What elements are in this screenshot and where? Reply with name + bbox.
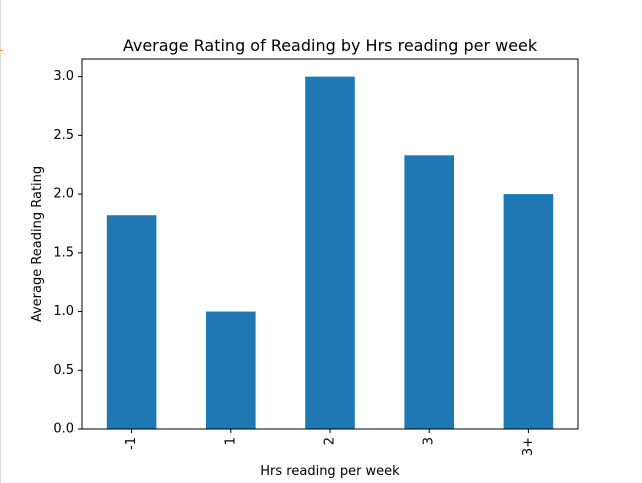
x-tick-label: 1 <box>223 437 238 445</box>
bar-1 <box>206 311 256 429</box>
x-tick-label: 3+ <box>521 437 536 456</box>
bar-3+ <box>503 194 554 429</box>
chart-title: Average Rating of Reading by Hrs reading… <box>123 36 538 55</box>
y-tick-label: 0.0 <box>53 422 74 437</box>
x-tick-label: 2 <box>323 437 338 445</box>
bar-2 <box>305 76 355 429</box>
x-tick-label: -1 <box>124 437 139 450</box>
y-axis-label: Average Reading Rating <box>30 166 45 322</box>
plot-frame <box>81 58 579 430</box>
x-tick-label: 3 <box>422 437 437 445</box>
y-tick-label: 0.5 <box>53 363 74 378</box>
x-axis: -1 1 2 3 3+ <box>124 429 536 456</box>
y-tick-label: 2.5 <box>53 128 74 143</box>
y-axis: 0.0 0.5 1.0 1.5 2.0 2.5 3.0 <box>53 69 82 437</box>
y-tick-label: 1.0 <box>53 304 74 319</box>
y-tick-label: 3.0 <box>53 69 74 84</box>
window-edge-marker <box>0 50 3 51</box>
bar--1 <box>106 215 157 429</box>
x-axis-label: Hrs reading per week <box>260 464 400 479</box>
window-edge <box>0 0 1 483</box>
y-tick-label: 2.0 <box>53 187 74 202</box>
bar-3 <box>404 155 454 430</box>
y-tick-label: 1.5 <box>53 245 74 260</box>
bars-group <box>106 76 554 430</box>
